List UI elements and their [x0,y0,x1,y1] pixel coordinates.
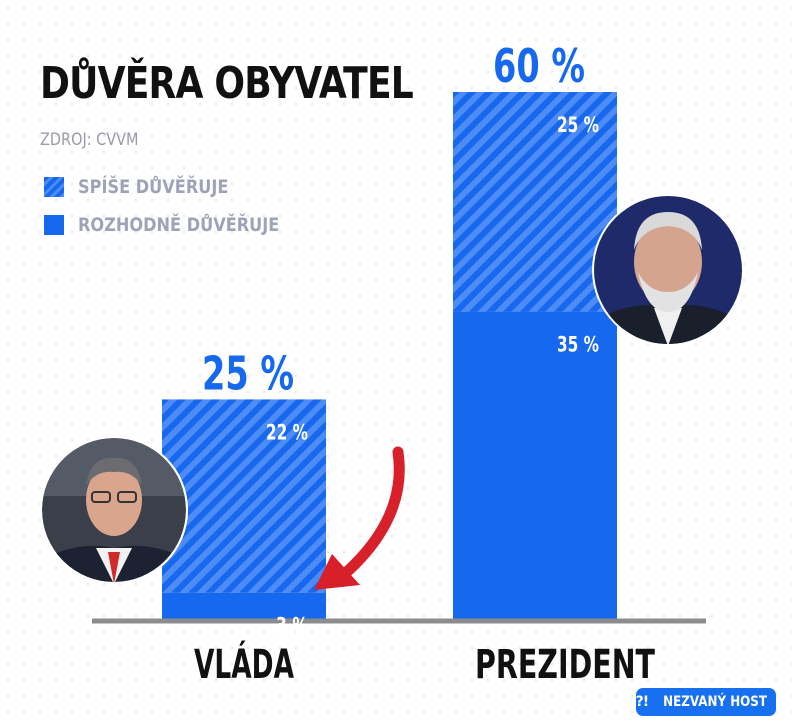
legend-swatch-solid [44,215,64,235]
bar-vlada-solid [162,592,326,619]
bar-prezident-hatched [453,92,617,312]
bar-vlada-hatched [162,399,326,593]
bar-prezident-solid [453,311,617,619]
data-label-prezident-hatched: 25 % [557,113,599,137]
legend-swatch-hatched [44,177,64,197]
portrait-vlada-icon [40,436,188,584]
source-label: ZDROJ: CVVM [40,130,139,150]
brand-badge: ?! NEZVANÝ HOST [636,688,776,716]
chart-title: DŮVĚRA OBYVATEL [40,58,414,109]
brand-mark-icon: ?! [635,694,649,710]
data-label-vlada-solid: 3 % [276,614,308,638]
total-label-prezident: 60 % [493,39,585,93]
total-label-vlada: 25 % [202,346,294,400]
legend-label-spise: SPÍŠE DŮVĚŘUJE [78,176,229,198]
legend-item-rozhodne: ROZHODNĚ DŮVĚŘUJE [44,214,315,236]
data-label-vlada-hatched: 22 % [266,420,308,444]
portrait-prezident-icon [592,194,744,346]
legend-item-spise: SPÍŠE DŮVĚŘUJE [44,176,255,198]
category-label-vlada: VLÁDA [194,640,294,688]
brand-label: NEZVANÝ HOST [663,694,768,710]
data-label-prezident-solid: 35 % [557,333,599,357]
legend-label-rozhodne: ROZHODNĚ DŮVĚŘUJE [78,214,280,236]
annotation-arrow [314,446,405,590]
category-label-prezident: PREZIDENT [475,642,656,688]
